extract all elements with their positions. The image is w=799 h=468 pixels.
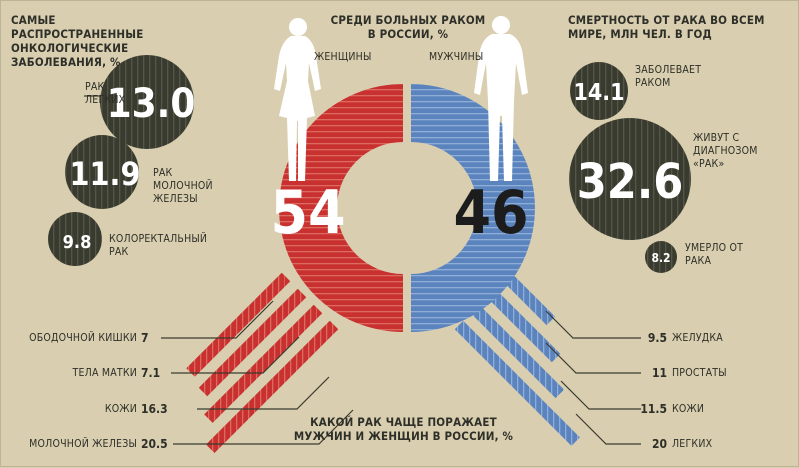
colorectal-cancer-circle — [48, 212, 102, 266]
breast-cancer-circle — [65, 135, 139, 209]
women-bars — [186, 272, 339, 453]
deaths-value: 8.2 — [651, 251, 670, 265]
incidence-circle — [570, 62, 628, 120]
women-donut-segment — [279, 84, 403, 332]
women-category-breast-value: 20.5 — [141, 437, 168, 451]
connector-lines — [84, 95, 641, 445]
men-category-lung-label: ЛЕГКИХ — [672, 438, 713, 450]
men-category-prostate-label: ПРОСТАТЫ — [672, 367, 727, 379]
men-share-value: 46 — [453, 178, 528, 248]
connector-breast — [173, 409, 354, 445]
women-bar-uterus — [198, 288, 307, 397]
men-bar-prostate — [486, 288, 561, 363]
men-category-prostate-value: 11 — [651, 366, 667, 380]
living-value: 32.6 — [577, 154, 684, 210]
women-category-breast-label: МОЛОЧНОЙ ЖЕЛЕЗЫ — [29, 438, 137, 450]
men-category-lung-value: 20 — [651, 437, 667, 451]
breast-cancer-label: РАК МОЛОЧНОЙ ЖЕЛЕЗЫ — [153, 167, 213, 205]
connector-skin-men — [560, 380, 641, 410]
living-circle — [569, 118, 691, 240]
female-figure-icon — [274, 18, 321, 181]
bottom-panel-title: КАКОЙ РАК ЧАЩЕ ПОРАЖАЕТ МУЖЧИН И ЖЕНЩИН … — [293, 415, 514, 443]
colorectal-cancer-label: КОЛОРЕКТАЛЬНЫЙ РАК — [109, 233, 208, 258]
women-bar-skin — [204, 304, 323, 423]
men-bar-skin — [470, 304, 565, 399]
left-panel-title: САМЫЕ РАСПРОСТРАНЕННЫЕ ОНКОЛОГИЧЕСКИЕ ЗА… — [11, 13, 144, 69]
connector-prostate — [545, 342, 641, 374]
women-category-colon-value: 7 — [141, 331, 149, 345]
women-category-uterus-value: 7.1 — [141, 366, 161, 380]
deaths-label: УМЕРЛО ОТ РАКА — [685, 242, 744, 267]
center-panel-title: СРЕДИ БОЛЬНЫХ РАКОМ В РОССИИ, % — [330, 13, 486, 41]
incidence-label: ЗАБОЛЕВАЕТ РАКОМ — [635, 64, 702, 89]
connector-stomach — [545, 310, 641, 339]
women-bar-colon — [186, 272, 291, 377]
men-bars — [454, 272, 580, 446]
women-category-skin-value: 16.3 — [141, 402, 168, 416]
connector-uterus — [171, 336, 300, 374]
connector-colon — [161, 300, 274, 339]
male-figure-icon — [474, 16, 528, 181]
lung-cancer-value: 13.0 — [107, 81, 196, 127]
connector-lung — [575, 413, 641, 445]
connector-skin-women — [197, 376, 330, 410]
men-category-skin-value: 11.5 — [640, 402, 667, 416]
men-bar-lung — [454, 320, 580, 446]
living-label: ЖИВУТ С ДИАГНОЗОМ «РАК» — [693, 132, 758, 170]
left-circles — [48, 55, 194, 266]
lung-cancer-circle — [100, 55, 194, 149]
women-bar-breast — [206, 320, 339, 453]
women-category-colon-label: ОБОДОЧНОЙ КИШКИ — [29, 332, 137, 344]
incidence-value: 14.1 — [573, 80, 624, 106]
lung-cancer-label: РАК ЛЕГКИХ — [85, 81, 126, 106]
women-category-uterus-label: ТЕЛА МАТКИ — [72, 367, 137, 379]
right-circles — [569, 62, 691, 273]
men-bar-stomach — [502, 272, 556, 326]
men-category-stomach-value: 9.5 — [647, 331, 667, 345]
men-category-skin-label: КОЖИ — [672, 403, 705, 415]
women-label: ЖЕНЩИНЫ — [314, 51, 372, 63]
breast-cancer-value: 11.9 — [69, 155, 140, 193]
men-label: МУЖЧИНЫ — [429, 51, 484, 63]
women-category-skin-label: КОЖИ — [104, 403, 137, 415]
deaths-circle — [645, 241, 677, 273]
right-panel-title: СМЕРТНОСТЬ ОТ РАКА ВО ВСЕМ МИРЕ, МЛН ЧЕЛ… — [568, 13, 765, 41]
women-share-value: 54 — [270, 178, 345, 248]
colorectal-cancer-value: 9.8 — [63, 232, 92, 253]
men-category-stomach-label: ЖЕЛУДКА — [672, 332, 723, 344]
